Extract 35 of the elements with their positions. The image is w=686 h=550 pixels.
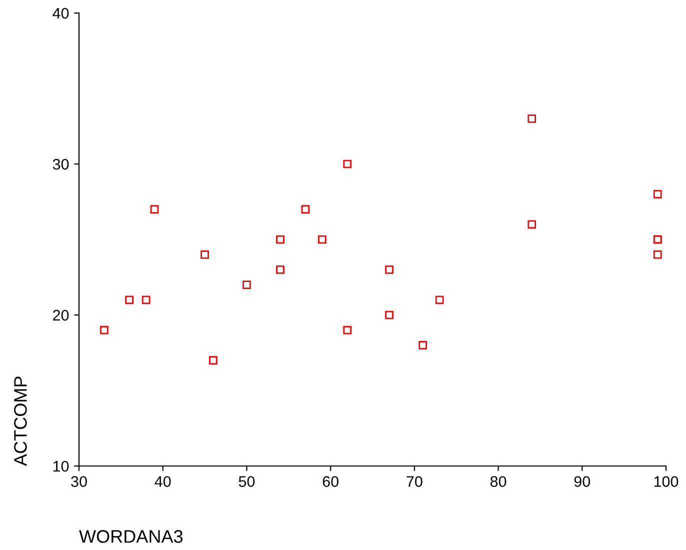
point xyxy=(528,220,536,229)
y-axis-title: ACTCOMP xyxy=(14,376,27,466)
point xyxy=(385,310,394,320)
point xyxy=(385,266,394,274)
point xyxy=(653,250,662,259)
point xyxy=(100,326,108,334)
x-axis-title: WORDANA3 xyxy=(79,530,183,543)
x-tick-label: 80 xyxy=(490,476,506,487)
point xyxy=(653,190,662,198)
point xyxy=(435,296,444,304)
x-tick-label: 100 xyxy=(654,476,678,487)
point xyxy=(142,296,150,304)
point xyxy=(528,114,536,123)
point xyxy=(125,296,134,304)
point xyxy=(343,160,352,168)
x-tick-label: 70 xyxy=(406,476,422,487)
y-tick-label: 10 xyxy=(53,460,69,472)
x-tick-label: 30 xyxy=(71,476,87,487)
point xyxy=(209,356,218,364)
point xyxy=(200,250,209,259)
point xyxy=(318,235,326,244)
point xyxy=(242,280,251,289)
y-tick-label: 20 xyxy=(53,310,69,321)
y-tick-label: 40 xyxy=(52,8,69,19)
x-tick-label: 60 xyxy=(322,476,338,487)
point xyxy=(150,205,159,214)
x-tick-label: 40 xyxy=(154,476,171,487)
point xyxy=(276,235,284,244)
point xyxy=(276,266,284,274)
y-tick-label: 30 xyxy=(52,158,69,170)
point xyxy=(301,205,310,214)
x-tick-label: 90 xyxy=(574,476,590,487)
point xyxy=(343,326,352,334)
x-tick-label: 50 xyxy=(238,476,255,487)
point xyxy=(418,341,427,350)
